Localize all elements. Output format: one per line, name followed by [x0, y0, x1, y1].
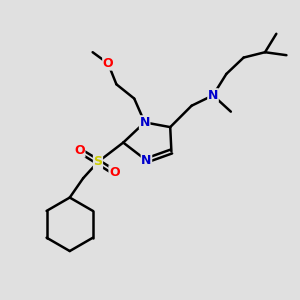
Text: O: O: [109, 166, 120, 179]
Text: N: N: [140, 116, 150, 129]
Text: N: N: [141, 154, 152, 167]
Text: O: O: [74, 144, 85, 157]
Text: O: O: [103, 57, 113, 70]
Text: S: S: [94, 155, 103, 168]
Text: N: N: [208, 89, 218, 102]
